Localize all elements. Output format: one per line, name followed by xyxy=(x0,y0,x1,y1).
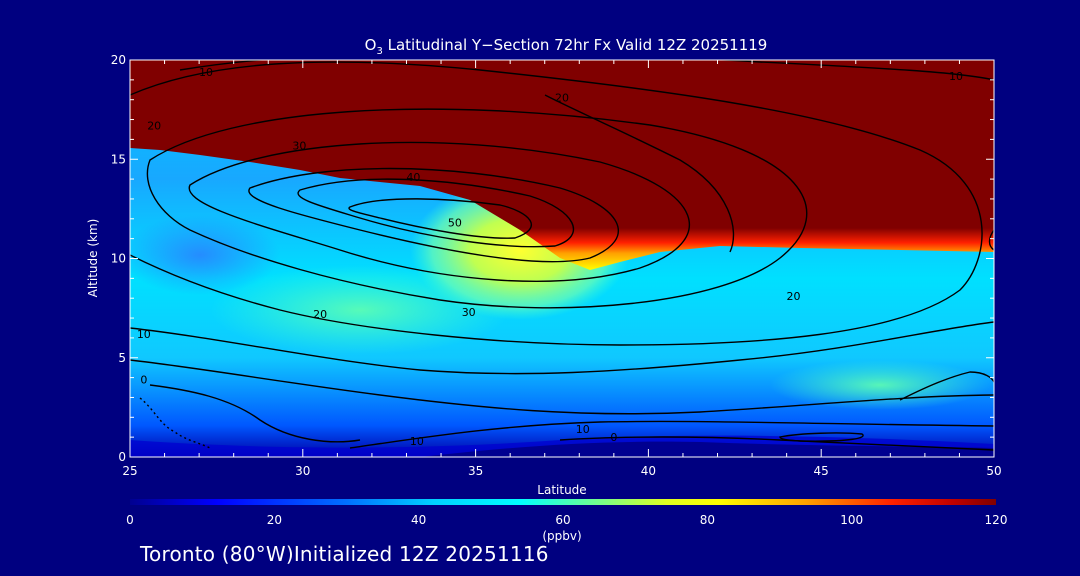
y-tick-label: 5 xyxy=(118,351,126,365)
ozone-field xyxy=(130,60,994,457)
colorbar-tick-label: 20 xyxy=(267,513,282,527)
x-tick-label: 45 xyxy=(814,464,829,478)
colorbar-tick-label: 80 xyxy=(700,513,715,527)
contour-line xyxy=(349,420,994,449)
y-tick-label: 15 xyxy=(111,152,126,166)
y-tick-label: 0 xyxy=(118,450,126,464)
contour-line xyxy=(149,384,361,443)
chart-title: O3 Latitudinal Y−Section 72hr Fx Valid 1… xyxy=(365,36,768,57)
contour-line xyxy=(988,229,994,251)
contour-label: 0 xyxy=(610,431,617,444)
colorbar-ticks: 0 20 40 60 80 100 120 xyxy=(126,513,1007,527)
contour-line xyxy=(297,178,575,248)
colorbar-tick-label: 0 xyxy=(126,513,134,527)
y-tick-label: 20 xyxy=(111,53,126,67)
contour-label: 20 xyxy=(313,308,327,321)
contour-label: 10 xyxy=(199,66,213,79)
x-tick-label: 25 xyxy=(122,464,137,478)
mid-ozone-band-east xyxy=(770,360,990,410)
x-axis-label: Latitude xyxy=(537,483,586,497)
contour-label: 20 xyxy=(147,119,161,132)
contour-line xyxy=(146,108,808,309)
contour-line xyxy=(139,397,211,449)
contour-line xyxy=(559,436,994,451)
surface-min-band xyxy=(420,441,994,457)
contour-line xyxy=(130,61,983,346)
contour-line xyxy=(248,167,620,263)
colorbar-tick-label: 120 xyxy=(985,513,1008,527)
x-axis-ticks: 25 30 35 40 45 50 xyxy=(122,60,1002,478)
x-tick-label: 35 xyxy=(468,464,483,478)
contour-line xyxy=(130,359,994,415)
footer-caption: Toronto (80°W)Initialized 12Z 20251116 xyxy=(140,542,549,566)
contour-label: 10 xyxy=(576,423,590,436)
contour-label: 10 xyxy=(137,328,151,341)
contour-line xyxy=(544,94,735,253)
y-axis-label: Altitude (km) xyxy=(86,219,100,298)
contour-label: 30 xyxy=(462,306,476,319)
contour-line xyxy=(779,432,864,442)
colorbar-tick-label: 40 xyxy=(411,513,426,527)
contour-label: 0 xyxy=(140,374,147,387)
contour-line xyxy=(348,198,533,239)
contour-label: 50 xyxy=(448,217,462,230)
contour-line xyxy=(130,321,994,375)
x-tick-label: 50 xyxy=(986,464,1001,478)
contour-line xyxy=(179,60,994,81)
contour-label: 10 xyxy=(410,435,424,448)
colorbar-tick-label: 60 xyxy=(555,513,570,527)
x-tick-label: 40 xyxy=(641,464,656,478)
contour-labels: 10 20 30 40 50 20 30 20 10 0 10 10 0 10 20 xyxy=(137,66,963,448)
low-ozone-region xyxy=(130,215,280,295)
y-axis-ticks: 0 5 10 15 20 xyxy=(111,53,994,464)
contour-label: 20 xyxy=(555,92,569,105)
contour-line xyxy=(188,141,690,282)
colorbar-unit-label: (ppbv) xyxy=(542,529,581,543)
colorbar xyxy=(130,499,996,505)
contour-lines xyxy=(130,60,994,451)
x-tick-label: 30 xyxy=(295,464,310,478)
contour-label: 20 xyxy=(787,290,801,303)
contour-label: 40 xyxy=(406,171,420,184)
contour-label: 30 xyxy=(292,139,306,152)
contour-label: 10 xyxy=(949,70,963,83)
colorbar-tick-label: 100 xyxy=(840,513,863,527)
y-tick-label: 10 xyxy=(111,252,126,266)
